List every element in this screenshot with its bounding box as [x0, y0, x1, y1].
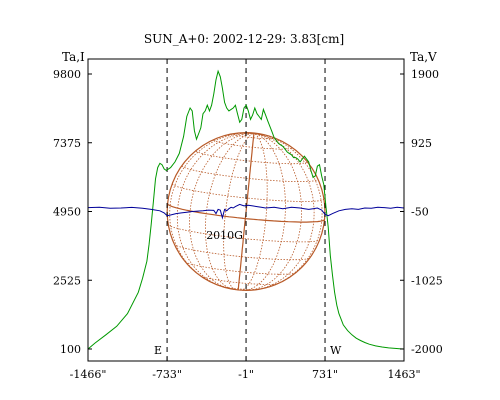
- right-axis-tick-label: -2000: [411, 343, 443, 356]
- intensity-line: [87, 69, 405, 350]
- right-axis-label: Ta,V: [410, 50, 437, 64]
- disk-longitude-line: [176, 132, 254, 288]
- right-axis-tick-label: -1025: [411, 274, 443, 287]
- left-axis-label: Ta,I: [62, 50, 85, 64]
- right-axis-tick-label: 925: [411, 137, 432, 150]
- marker-label: E: [154, 344, 162, 357]
- disk-longitude-line: [240, 132, 268, 291]
- axis-ticks: 9800 7375 4950 2525 100 1900 925 -50 -1025 -2000 -…: [53, 68, 443, 381]
- disk-latitude-line: [173, 243, 311, 261]
- x-axis-tick-label: -1": [238, 368, 254, 381]
- disk-longitude-line: [204, 132, 254, 290]
- x-axis-tick-label: -1466": [70, 368, 107, 381]
- disk-longitude-line: [223, 132, 255, 291]
- disk-longitude-line: [252, 132, 315, 291]
- series-lines: [87, 69, 405, 350]
- region-annotation: 2010G: [206, 229, 243, 242]
- left-axis-tick-label: 7375: [53, 137, 81, 150]
- left-axis-tick-label: 100: [60, 343, 81, 356]
- left-axis-tick-label: 9800: [53, 68, 81, 81]
- polarization-line: [87, 203, 405, 220]
- chart-title: SUN_A+0: 2002-12-29: 3.83[cm]: [144, 32, 344, 46]
- disk-latitude-line: [167, 224, 320, 243]
- right-axis-tick-label: -50: [411, 206, 429, 219]
- left-axis-tick-label: 4950: [53, 206, 81, 219]
- disk-longitude-line: [246, 132, 302, 291]
- disk-latitude-line: [185, 261, 296, 275]
- left-axis-tick-label: 2525: [53, 274, 81, 287]
- annotations: E W 2010G: [154, 229, 342, 357]
- disk-longitude-line: [242, 132, 286, 291]
- marker-label: W: [330, 344, 342, 357]
- disk-longitude-line: [189, 132, 254, 289]
- x-axis-tick-label: 731": [312, 368, 338, 381]
- x-axis-tick-label: -733": [152, 368, 182, 381]
- right-axis-tick-label: 1900: [411, 68, 439, 81]
- x-axis-tick-label: 1463": [387, 368, 420, 381]
